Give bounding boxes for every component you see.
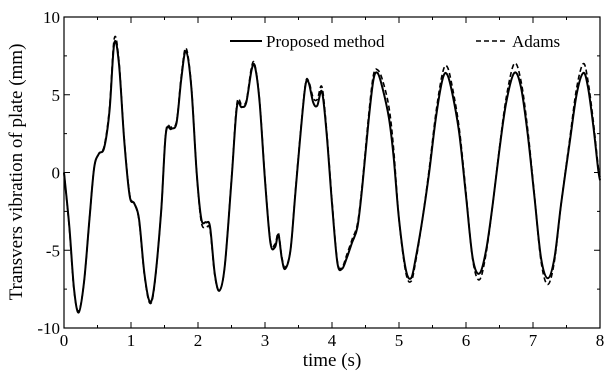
x-tick-label: 5 <box>395 331 404 350</box>
x-tick-label: 3 <box>261 331 270 350</box>
y-axis-label: Transvers vibration of plate (mm) <box>6 44 27 301</box>
y-tick-label: 10 <box>43 8 60 27</box>
legend-label-adams: Adams <box>512 32 560 51</box>
axis-ticks <box>63 16 601 329</box>
series-line-proposed-method <box>63 40 601 314</box>
x-tick-label: 2 <box>194 331 203 350</box>
y-tick-label: -10 <box>37 319 60 338</box>
x-tick-label: 1 <box>127 331 136 350</box>
legend: Proposed method Adams <box>230 32 560 51</box>
x-tick-label: 8 <box>596 331 605 350</box>
x-tick-label: 4 <box>328 331 337 350</box>
x-tick-label: 6 <box>462 331 471 350</box>
legend-label-proposed: Proposed method <box>266 32 385 51</box>
x-tick-label: 0 <box>60 331 69 350</box>
plot-frame <box>63 16 601 329</box>
y-tick-label: 5 <box>52 86 61 105</box>
tick-labels: 0 1 2 3 4 5 6 7 8 -10 -5 0 5 10 <box>37 8 604 350</box>
series-group <box>63 35 601 314</box>
x-tick-label: 7 <box>529 331 538 350</box>
y-tick-label: -5 <box>46 241 60 260</box>
y-tick-label: 0 <box>52 164 61 183</box>
x-axis-label: time (s) <box>303 350 362 371</box>
